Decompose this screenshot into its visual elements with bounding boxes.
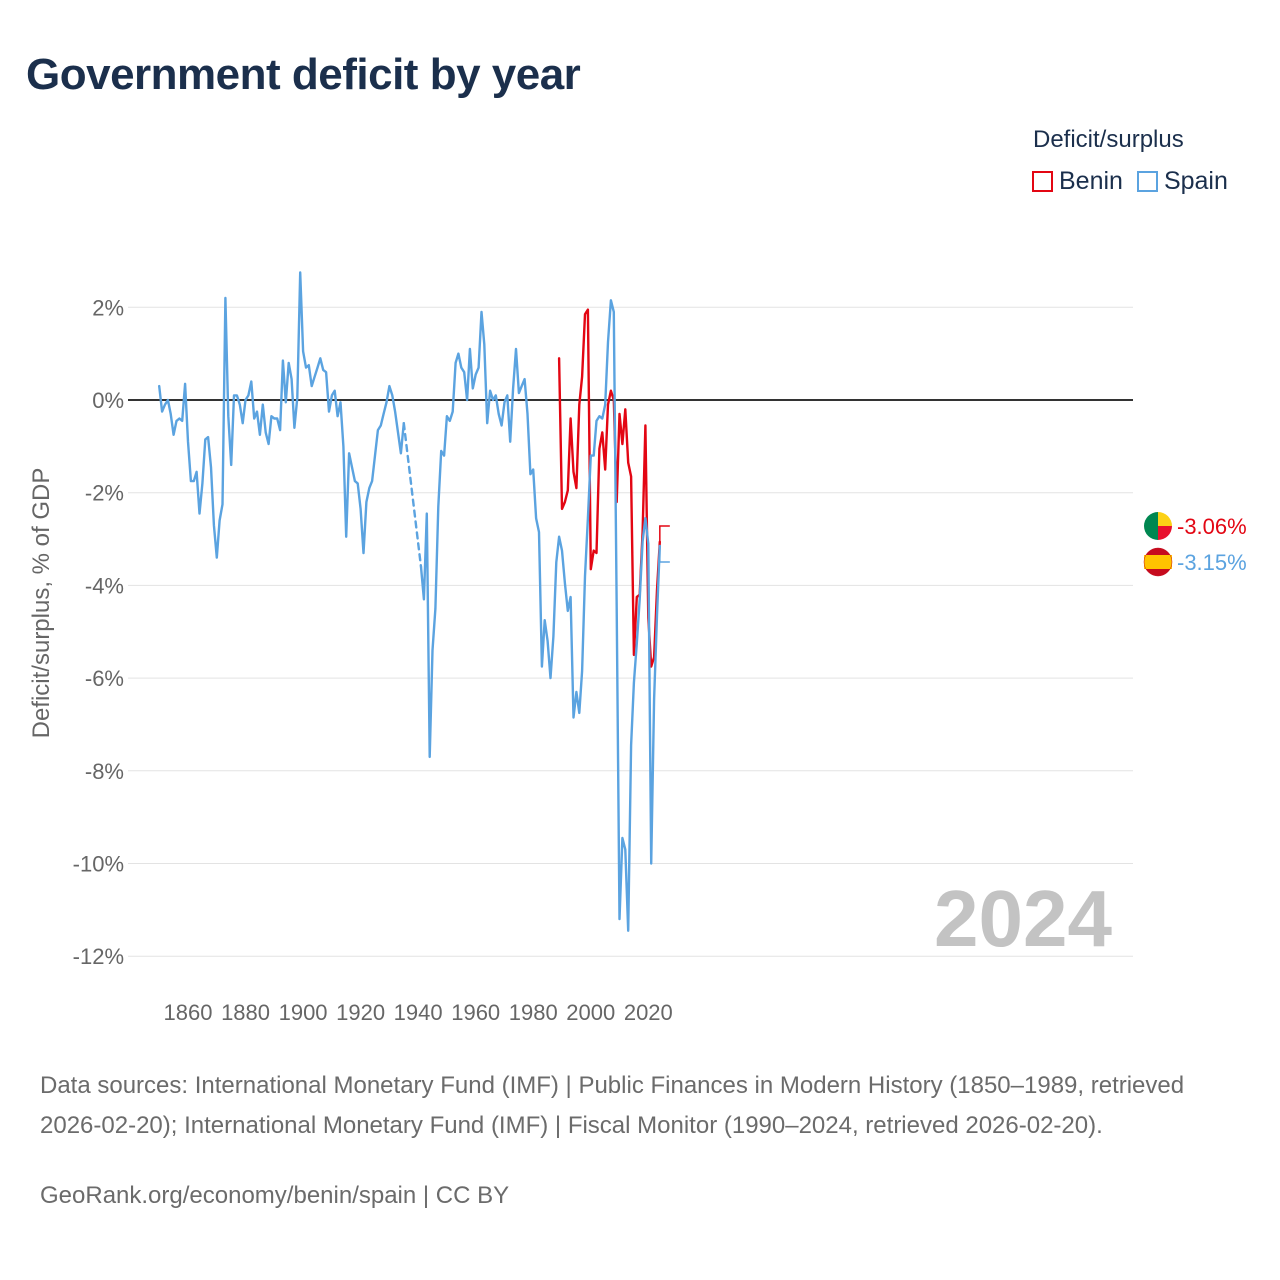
end-connector-spain (659, 546, 670, 563)
x-tick-label: 1940 (394, 1000, 443, 1025)
end-labels: -3.06% -3.15% (659, 512, 1247, 577)
x-tick-label: 1900 (279, 1000, 328, 1025)
y-tick-label: -8% (85, 759, 124, 784)
y-tick-label: 0% (92, 388, 124, 413)
legend-item-benin[interactable]: Benin (1032, 167, 1123, 196)
series-line-spain[interactable] (158, 271, 405, 559)
legend-swatch-benin (1032, 171, 1053, 192)
y-tick-labels: 2% 0% -2% -4% -6% -8% -10% -12% (73, 295, 124, 969)
data-sources: Data sources: International Monetary Fun… (40, 1072, 1185, 1139)
y-tick-label: -10% (73, 852, 124, 877)
x-tick-label: 1920 (336, 1000, 385, 1025)
series-line-spain[interactable] (419, 299, 661, 932)
series-line-benin[interactable] (557, 308, 661, 668)
legend-label-spain: Spain (1163, 167, 1228, 195)
spain-flag-icon (1143, 547, 1173, 577)
legend: Benin Spain (1032, 167, 1242, 196)
x-tick-label: 2000 (566, 1000, 615, 1025)
x-tick-labels: 1860 1880 1900 1920 1940 1960 1980 2000 2020 (164, 1000, 673, 1025)
series-lines (158, 271, 661, 932)
y-tick-label: -12% (73, 944, 124, 969)
series-line-spain-gap[interactable] (402, 422, 423, 569)
legend-title: Deficit/surplus (1033, 126, 1184, 153)
y-tick-label: -6% (85, 666, 124, 691)
legend-swatch-spain (1136, 171, 1158, 192)
year-watermark: 2024 (934, 874, 1112, 963)
chart-title: Government deficit by year (26, 50, 581, 99)
benin-flag-icon (1144, 512, 1172, 540)
x-tick-label: 2020 (624, 1000, 673, 1025)
end-label-benin: -3.06% (1177, 514, 1247, 539)
chart-plot: 2% 0% -2% -4% -6% -8% -10% -12% 1860 1880 1900 192… (73, 271, 1247, 1025)
y-tick-label: -4% (85, 573, 124, 598)
x-tick-label: 1980 (509, 1000, 558, 1025)
credit-link[interactable]: GeoRank.org/economy/benin/spain | CC BY (40, 1182, 510, 1209)
x-tick-label: 1960 (451, 1000, 500, 1025)
end-connector-benin (659, 525, 670, 542)
end-label-spain: -3.15% (1177, 550, 1247, 575)
legend-label-benin: Benin (1059, 167, 1123, 195)
legend-item-spain[interactable]: Spain (1136, 167, 1228, 196)
x-tick-label: 1860 (164, 1000, 213, 1025)
x-tick-label: 1880 (221, 1000, 270, 1025)
y-tick-label: -2% (85, 481, 124, 506)
y-tick-label: 2% (92, 295, 124, 320)
